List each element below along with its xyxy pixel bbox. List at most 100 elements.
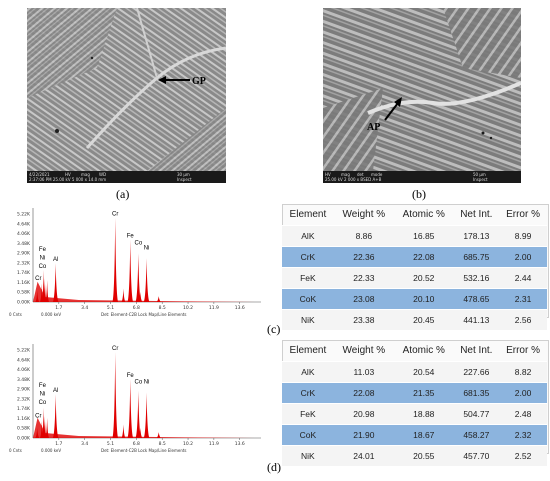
- table-c-cell: 20.10: [393, 288, 454, 310]
- table-d-cell: 8.82: [499, 361, 547, 383]
- y-tick-label: 5.22K: [17, 212, 31, 218]
- table-c-cell: 22.33: [333, 267, 394, 289]
- x-tick-label: 10.2: [183, 441, 193, 447]
- x-tick-label: 13.6: [235, 441, 245, 447]
- table-row: CoK 21.90 18.67 458.27 2.32: [282, 424, 547, 446]
- table-d-cell: 681.35: [453, 382, 500, 404]
- spectrum-peak: [156, 296, 161, 302]
- y-tick-label: 2.90K: [17, 251, 31, 257]
- x-tick-label: 5.1: [107, 441, 114, 447]
- spectrum-peak: [138, 427, 143, 438]
- spectrum-peak: [41, 407, 46, 438]
- panel-label-c: (c): [267, 322, 281, 336]
- sem-microstructure-a: GP: [27, 8, 226, 171]
- peak-label: Al: [53, 257, 58, 263]
- table-d-header-3: Net Int.: [460, 345, 493, 356]
- table-row: FeK 20.98 18.88 504.77 2.48: [282, 403, 547, 425]
- spectrum-peak: [135, 253, 142, 302]
- table-d-cell: CoK: [282, 424, 334, 446]
- table-row: AlK 11.03 20.54 227.66 8.82: [282, 361, 547, 383]
- table-c-cell: 20.52: [393, 267, 454, 289]
- peak-label: Ni: [40, 256, 46, 262]
- table-row: NiK 24.01 20.55 457.70 2.52: [282, 445, 547, 466]
- sem-footer-mode-b: mode: [371, 172, 383, 177]
- table-row: CrK 22.36 22.08 685.75 2.00: [282, 246, 547, 268]
- table-row: CrK 22.08 21.35 681.35 2.00: [282, 382, 547, 404]
- x-tick-label: 6.8: [133, 305, 140, 311]
- spectrum-peak: [112, 352, 119, 438]
- spectrum-peak: [135, 390, 142, 438]
- table-d-cell: FeK: [282, 403, 334, 425]
- x-tick-label: 11.9: [209, 305, 219, 311]
- spectrum-peak: [112, 217, 119, 302]
- table-d-header-2: Atomic %: [402, 345, 445, 356]
- table-d-cell: 24.01: [333, 445, 394, 466]
- peak-label: Co: [39, 400, 47, 406]
- y-tick-label: 0.58K: [17, 426, 31, 432]
- table-c-header-1: Weight %: [342, 209, 386, 220]
- peak-label: Fe: [127, 373, 135, 379]
- table-c-cell: 16.85: [393, 225, 454, 247]
- table-d-cell: 22.08: [333, 382, 394, 404]
- table-c-cell: 441.13: [453, 309, 500, 330]
- eds-spectrum-d: 5.22K 4.64K 4.06K 3.48K 2.90K 2.32K 1.74K 1.16K…: [3, 340, 267, 456]
- peak-label: Cr: [35, 413, 41, 419]
- peak-label: Ni: [40, 392, 46, 398]
- sem-footer-mode: Inspect: [177, 177, 192, 182]
- x-tick-label: 6.8: [133, 441, 140, 447]
- table-d-header-1: Weight %: [342, 345, 386, 356]
- y-tick-label: 0.58K: [17, 290, 31, 296]
- sem-footer-det-b: det: [357, 172, 364, 177]
- table-row: NiK 23.38 20.45 441.13 2.56: [282, 309, 547, 330]
- peak-label: Al: [53, 388, 58, 394]
- spectrum-peak: [42, 416, 47, 438]
- spectrum-peak: [127, 239, 134, 302]
- spectrum-peak: [156, 432, 161, 438]
- spectrum-footer-counts: 0 Cnts: [9, 312, 22, 317]
- arrow-label-gp: GP: [192, 76, 206, 87]
- x-tick-label: 1.7: [55, 305, 62, 311]
- spectrum-peak: [52, 394, 59, 438]
- table-c-cell: 23.08: [333, 288, 394, 310]
- table-c-header-3: Net Int.: [460, 209, 493, 220]
- peak-label: Cr: [35, 276, 41, 282]
- table-d-cell: 21.35: [393, 382, 454, 404]
- table-d-cell: 2.48: [499, 403, 547, 425]
- table-d-cell: CrK: [282, 382, 334, 404]
- sem-footer-hv-b: HV: [325, 172, 331, 177]
- y-tick-label: 2.32K: [17, 396, 31, 402]
- table-c-header-2: Atomic %: [402, 209, 445, 220]
- spectrum-peak: [52, 263, 59, 302]
- y-tick-label: 2.90K: [17, 387, 31, 393]
- spectrum-peak: [45, 417, 50, 438]
- x-tick-label: 8.5: [159, 441, 166, 447]
- y-tick-label: 0.00K: [17, 436, 31, 442]
- sem-scale-text: 30 µm: [177, 172, 190, 177]
- table-c-cell: 23.38: [333, 309, 394, 330]
- table-d-cell: 227.66: [453, 361, 500, 383]
- table-c-cell: 22.36: [333, 246, 394, 268]
- y-tick-label: 0.00K: [17, 300, 31, 306]
- sem-footer-hv: HV: [65, 172, 71, 177]
- x-tick-label: 5.1: [107, 305, 114, 311]
- spectrum-background: [33, 417, 261, 438]
- sem-footer-params-b: 25.00 kV 2 000 x BSED A+B: [325, 177, 382, 182]
- table-c-cell: 178.13: [453, 225, 500, 247]
- table-c-cell: FeK: [282, 267, 334, 289]
- eds-table-d: Element Weight % Atomic % Net Int. Error % Al…: [282, 340, 547, 466]
- table-c-cell: 2.31: [499, 288, 547, 310]
- peak-label: Fe: [39, 247, 47, 253]
- y-tick-label: 3.48K: [17, 241, 31, 247]
- spectrum-footer-kev: 0.000 keV: [41, 312, 61, 317]
- peak-label: Cr: [112, 212, 118, 218]
- table-c-header-4: Error %: [506, 209, 540, 220]
- table-d-cell: 2.52: [499, 445, 547, 466]
- panel-label-a: (a): [116, 187, 130, 201]
- table-c-cell: CoK: [282, 288, 334, 310]
- table-d-cell: AlK: [282, 361, 334, 383]
- x-tick-label: 1.7: [55, 441, 62, 447]
- table-c-cell: 2.56: [499, 309, 547, 330]
- spectrum-peak: [143, 258, 150, 302]
- y-tick-label: 4.64K: [17, 221, 31, 227]
- y-tick-label: 5.22K: [17, 348, 31, 354]
